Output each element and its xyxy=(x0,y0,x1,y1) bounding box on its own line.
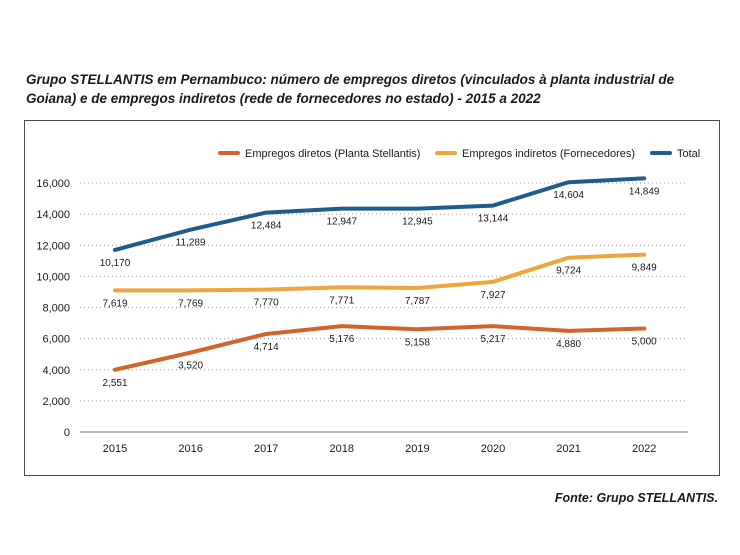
data-label: 7,787 xyxy=(405,296,430,307)
data-label: 7,771 xyxy=(329,295,354,306)
series-line xyxy=(113,324,647,372)
y-tick-label: 4,000 xyxy=(42,365,70,377)
chart-frame xyxy=(24,120,720,476)
y-tick-label: 14,000 xyxy=(36,209,70,221)
data-label: 14,849 xyxy=(629,186,660,197)
x-tick-label: 2017 xyxy=(254,443,278,455)
series-line xyxy=(113,176,647,252)
data-label: 12,947 xyxy=(327,217,358,228)
data-label: 2,551 xyxy=(102,378,127,389)
x-tick-label: 2021 xyxy=(556,443,580,455)
x-tick-label: 2019 xyxy=(405,443,429,455)
series-lines xyxy=(113,176,647,372)
x-axis: 2015 2016 2017 2018 2019 2020 2021 2022 xyxy=(103,443,657,455)
data-label: 5,000 xyxy=(632,337,657,348)
data-label: 3,520 xyxy=(178,361,203,372)
data-labels: 2,551 3,520 4,714 5,176 5,158 5,217 4,880 5,000… xyxy=(100,186,660,388)
data-label: 4,714 xyxy=(254,342,279,353)
y-axis: 0 2,000 4,000 6,000 8,000 10,000 12,000 14,000 1… xyxy=(36,178,70,439)
data-label: 5,217 xyxy=(480,334,505,345)
y-tick-label: 6,000 xyxy=(42,334,70,346)
x-tick-label: 2020 xyxy=(481,443,505,455)
data-label: 7,927 xyxy=(480,290,505,301)
source-note: Fonte: Grupo STELLANTIS. xyxy=(554,491,718,505)
y-tick-label: 12,000 xyxy=(36,240,70,252)
data-label: 9,849 xyxy=(632,263,657,274)
legend-label: Empregos indiretos (Fornecedores) xyxy=(462,148,635,160)
x-tick-label: 2016 xyxy=(178,443,202,455)
series-line xyxy=(113,252,647,293)
legend-label: Empregos diretos (Planta Stellantis) xyxy=(245,148,420,160)
grid-lines xyxy=(80,182,688,433)
data-label: 7,769 xyxy=(178,298,203,309)
data-label: 11,289 xyxy=(176,238,206,249)
data-label: 13,144 xyxy=(478,214,509,225)
data-label: 7,619 xyxy=(102,298,127,309)
x-tick-label: 2018 xyxy=(330,443,354,455)
legend-label: Total xyxy=(677,148,700,160)
data-label: 5,158 xyxy=(405,337,430,348)
y-tick-label: 0 xyxy=(64,427,70,439)
data-label: 9,724 xyxy=(556,266,581,277)
data-label: 10,170 xyxy=(100,258,131,269)
data-label: 14,604 xyxy=(553,190,584,201)
y-tick-label: 2,000 xyxy=(42,396,70,408)
data-label: 12,484 xyxy=(251,221,282,232)
y-tick-label: 8,000 xyxy=(42,303,70,315)
legend: Empregos diretos (Planta Stellantis) Empr… xyxy=(218,148,700,160)
x-tick-label: 2022 xyxy=(632,443,656,455)
x-tick-label: 2015 xyxy=(103,443,127,455)
data-label: 5,176 xyxy=(329,334,354,345)
data-label: 12,945 xyxy=(402,217,433,228)
y-tick-label: 16,000 xyxy=(36,178,70,190)
chart-title: Grupo STELLANTIS em Pernambuco: número d… xyxy=(26,72,675,106)
y-tick-label: 10,000 xyxy=(36,271,70,283)
data-label: 4,880 xyxy=(556,339,581,350)
data-label: 7,770 xyxy=(254,298,279,309)
